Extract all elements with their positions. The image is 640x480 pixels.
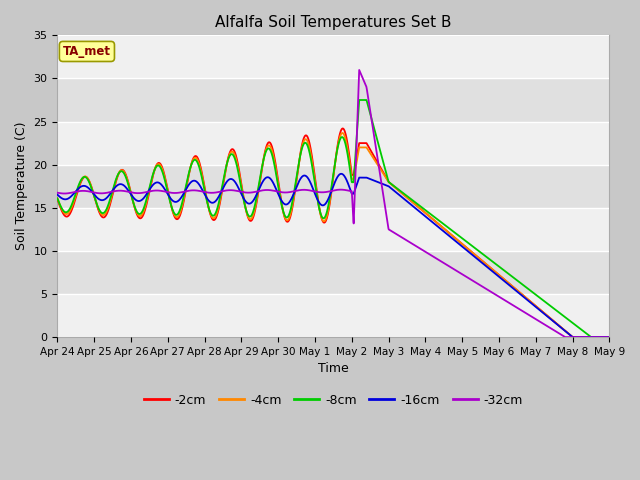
Bar	[58, 36, 609, 78]
Title: Alfalfa Soil Temperatures Set B: Alfalfa Soil Temperatures Set B	[215, 15, 452, 30]
X-axis label: Time: Time	[318, 362, 349, 375]
Bar	[58, 251, 609, 294]
Bar	[58, 294, 609, 337]
Bar	[58, 78, 609, 121]
Bar	[58, 121, 609, 165]
Bar	[58, 208, 609, 251]
Legend: -2cm, -4cm, -8cm, -16cm, -32cm: -2cm, -4cm, -8cm, -16cm, -32cm	[139, 389, 528, 412]
Text: TA_met: TA_met	[63, 45, 111, 58]
Y-axis label: Soil Temperature (C): Soil Temperature (C)	[15, 122, 28, 251]
Bar	[58, 165, 609, 208]
